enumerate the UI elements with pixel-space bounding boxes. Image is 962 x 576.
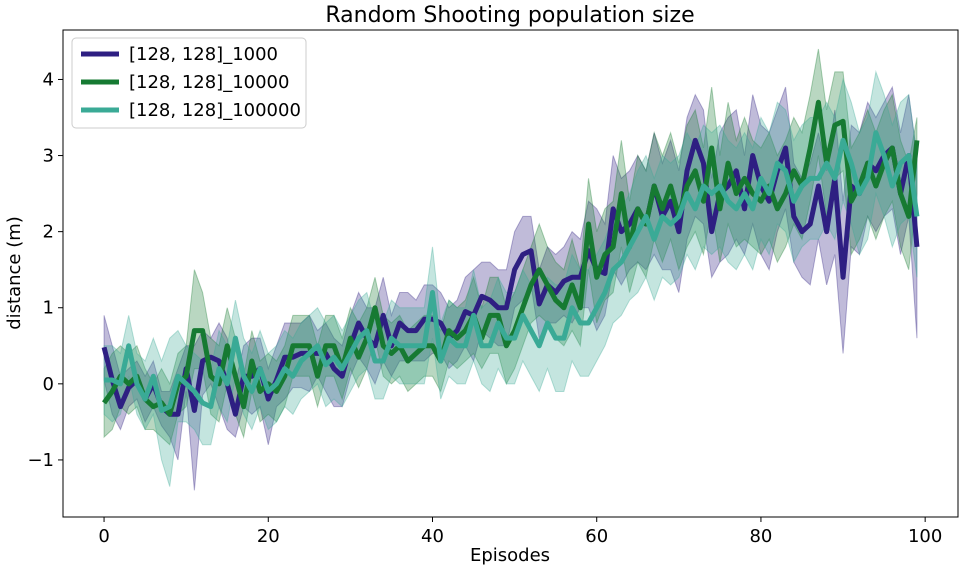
- y-tick-label: 3: [43, 146, 54, 167]
- legend: [128, 128]_1000 [128, 128]_10000 [128, 128…: [71, 37, 307, 129]
- x-tick-label: 60: [585, 526, 608, 547]
- legend-box: [71, 37, 307, 129]
- legend-label-3: [128, 128]_100000: [129, 100, 301, 121]
- legend-label-2: [128, 128]_10000: [129, 72, 289, 93]
- x-axis-label: Episodes: [470, 545, 550, 566]
- x-axis-ticks: 0 20 40 60 80 100: [98, 517, 942, 547]
- y-tick-label: −1: [27, 450, 54, 471]
- y-tick-label: 4: [43, 69, 54, 90]
- plot-frame: [62, 29, 959, 518]
- x-tick-label: 20: [257, 526, 280, 547]
- y-tick-label: 1: [43, 298, 54, 319]
- y-tick-label: 2: [43, 222, 54, 243]
- x-tick-label: 100: [908, 526, 942, 547]
- chart-title: Random Shooting population size: [325, 3, 694, 28]
- legend-label-1: [128, 128]_1000: [129, 44, 278, 65]
- series-lines: [101, 99, 920, 417]
- x-tick-label: 40: [421, 526, 444, 547]
- y-tick-label: 0: [43, 374, 54, 395]
- series-line-3: [104, 130, 920, 413]
- y-axis-label: distance (m): [4, 216, 25, 330]
- y-axis-ticks: −1 0 1 2 3 4: [27, 69, 63, 471]
- x-tick-label: 80: [749, 526, 772, 547]
- x-tick-label: 0: [98, 526, 109, 547]
